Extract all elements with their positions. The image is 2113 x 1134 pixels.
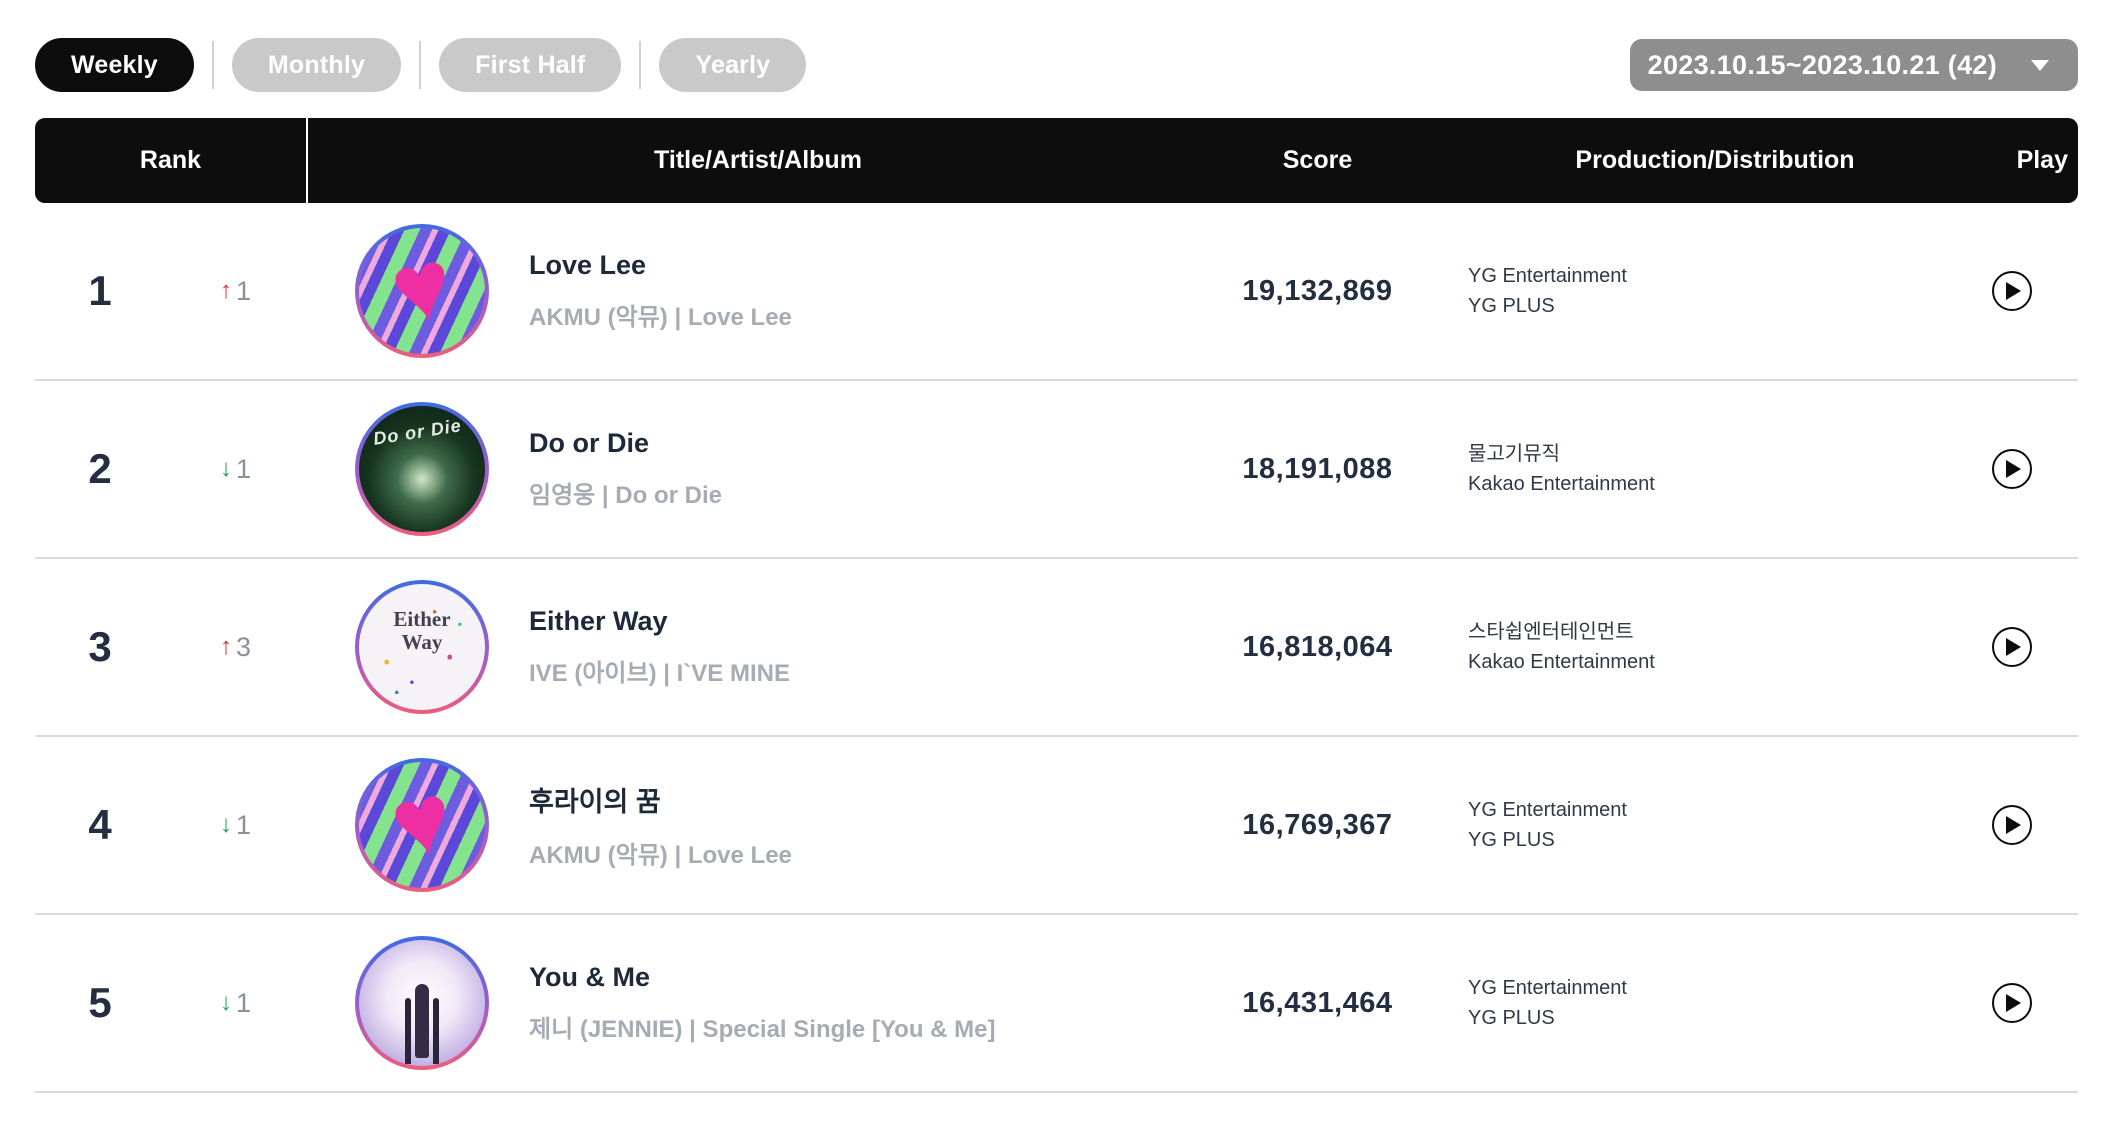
table-row: 4 ↓ 1 후라이의 꿈 AKMU (악뮤) | Love Lee 16,769… bbox=[35, 737, 2078, 915]
rank-change-arrow-icon: ↑ bbox=[219, 633, 232, 660]
header-score: Score bbox=[1282, 146, 1353, 174]
song-title: Love Lee bbox=[529, 250, 647, 280]
song-artist-album: IVE (아이브) | I`VE MINE bbox=[529, 660, 790, 687]
header-play: Play bbox=[2016, 146, 2068, 174]
distribution-company: Kakao Entertainment bbox=[1468, 650, 1655, 673]
header-rank: Rank bbox=[139, 146, 202, 174]
album-art bbox=[359, 762, 485, 888]
production-company: YG Entertainment bbox=[1468, 976, 1627, 999]
song-artist-album: AKMU (악뮤) | Love Lee bbox=[529, 304, 792, 331]
period-selector[interactable]: 2023.10.15~2023.10.21 (42) bbox=[1629, 39, 2078, 91]
table-row: 1 ↑ 1 Love Lee AKMU (악뮤) | Love Lee 19,1… bbox=[35, 203, 2078, 381]
rank-change: ↓ 1 bbox=[165, 988, 306, 1019]
chart-page: Weekly Monthly First Half Yearly 2023.10… bbox=[0, 38, 2113, 1134]
play-button[interactable] bbox=[1991, 627, 2032, 667]
rank-change: ↑ 1 bbox=[165, 276, 306, 307]
distribution-company: YG PLUS bbox=[1468, 294, 1555, 317]
play-icon bbox=[2006, 638, 2021, 656]
album-art bbox=[359, 584, 485, 710]
distribution-company: Kakao Entertainment bbox=[1468, 472, 1655, 495]
tab-monthly[interactable]: Monthly bbox=[231, 38, 402, 92]
header-production-distribution: Production/Distribution bbox=[1575, 146, 1855, 174]
rank-change-arrow-icon: ↓ bbox=[219, 811, 232, 838]
tab-first-half[interactable]: First Half bbox=[439, 38, 622, 92]
rank-change: ↑ 3 bbox=[165, 632, 306, 663]
rank-change: ↓ 1 bbox=[165, 810, 306, 841]
tab-divider bbox=[419, 41, 422, 89]
play-icon bbox=[2006, 816, 2021, 834]
album-art-ring bbox=[355, 224, 489, 358]
play-icon bbox=[2006, 282, 2021, 300]
album-art bbox=[359, 940, 485, 1066]
rank-change-amount: 3 bbox=[235, 631, 252, 662]
rank-number: 5 bbox=[88, 979, 112, 1026]
score-value: 16,769,367 bbox=[1242, 808, 1393, 841]
song-artist-album: 제니 (JENNIE) | Special Single [You & Me] bbox=[529, 1016, 996, 1043]
distribution-company: YG PLUS bbox=[1468, 1006, 1555, 1029]
rank-change: ↓ 1 bbox=[165, 454, 306, 485]
score-value: 19,132,869 bbox=[1242, 274, 1393, 307]
album-art-ring bbox=[355, 758, 489, 892]
song-info: Either Way IVE (아이브) | I`VE MINE bbox=[529, 606, 790, 688]
play-button[interactable] bbox=[1991, 983, 2032, 1023]
rank-change-amount: 1 bbox=[235, 453, 252, 484]
distribution-company: YG PLUS bbox=[1468, 828, 1555, 851]
chart-table: Rank Title/Artist/Album Score Production… bbox=[35, 118, 2078, 1093]
song-info: You & Me 제니 (JENNIE) | Special Single [Y… bbox=[529, 962, 996, 1044]
score-value: 16,818,064 bbox=[1242, 630, 1393, 663]
chevron-down-icon bbox=[2031, 59, 2049, 71]
song-title: Either Way bbox=[529, 606, 668, 636]
rank-number: 4 bbox=[88, 801, 112, 848]
song-info: Do or Die 임영웅 | Do or Die bbox=[529, 428, 722, 510]
rank-number: 1 bbox=[88, 267, 112, 314]
album-art bbox=[359, 406, 485, 532]
tab-yearly[interactable]: Yearly bbox=[659, 38, 807, 92]
score-value: 18,191,088 bbox=[1242, 452, 1393, 485]
rank-change-amount: 1 bbox=[235, 275, 252, 306]
table-row: 2 ↓ 1 Do or Die 임영웅 | Do or Die 18,191,0… bbox=[35, 381, 2078, 559]
play-button[interactable] bbox=[1991, 805, 2032, 845]
play-icon bbox=[2006, 994, 2021, 1012]
rank-change-amount: 1 bbox=[235, 809, 252, 840]
album-art-ring bbox=[355, 402, 489, 536]
tab-weekly[interactable]: Weekly bbox=[35, 38, 194, 92]
album-art bbox=[359, 228, 485, 354]
play-icon bbox=[2006, 460, 2021, 478]
play-button[interactable] bbox=[1991, 271, 2032, 311]
rank-number: 2 bbox=[88, 445, 112, 492]
rank-change-arrow-icon: ↓ bbox=[219, 455, 232, 482]
score-value: 16,431,464 bbox=[1242, 986, 1393, 1019]
period-selector-label: 2023.10.15~2023.10.21 (42) bbox=[1647, 49, 1997, 80]
production-company: 물고기뮤직 bbox=[1468, 442, 1560, 465]
play-button[interactable] bbox=[1991, 449, 2032, 489]
tab-divider bbox=[211, 41, 214, 89]
table-body: 1 ↑ 1 Love Lee AKMU (악뮤) | Love Lee 19,1… bbox=[35, 203, 2078, 1093]
period-tab-bar: Weekly Monthly First Half Yearly 2023.10… bbox=[35, 38, 2078, 92]
production-company: YG Entertainment bbox=[1468, 798, 1627, 821]
header-title-artist-album: Title/Artist/Album bbox=[654, 146, 862, 174]
production-company: 스타쉽엔터테인먼트 bbox=[1468, 620, 1634, 643]
header-column-divider bbox=[306, 118, 308, 203]
production-company: YG Entertainment bbox=[1468, 264, 1627, 287]
song-title: You & Me bbox=[529, 962, 650, 992]
album-art-ring bbox=[355, 580, 489, 714]
rank-number: 3 bbox=[88, 623, 112, 670]
table-row: 5 ↓ 1 You & Me 제니 (JENNIE) | Special Sin… bbox=[35, 915, 2078, 1093]
song-artist-album: AKMU (악뮤) | Love Lee bbox=[529, 842, 792, 869]
tab-divider bbox=[639, 41, 642, 89]
rank-change-amount: 1 bbox=[235, 987, 252, 1018]
album-art-ring bbox=[355, 936, 489, 1070]
rank-change-arrow-icon: ↑ bbox=[219, 277, 232, 304]
table-row: 3 ↑ 3 Either Way IVE (아이브) | I`VE MINE 1… bbox=[35, 559, 2078, 737]
song-artist-album: 임영웅 | Do or Die bbox=[529, 482, 722, 509]
song-title: Do or Die bbox=[529, 428, 650, 458]
song-info: 후라이의 꿈 AKMU (악뮤) | Love Lee bbox=[529, 780, 792, 870]
song-title: 후라이의 꿈 bbox=[529, 787, 661, 817]
rank-change-arrow-icon: ↓ bbox=[219, 989, 232, 1016]
table-header: Rank Title/Artist/Album Score Production… bbox=[35, 118, 2078, 203]
song-info: Love Lee AKMU (악뮤) | Love Lee bbox=[529, 250, 792, 332]
